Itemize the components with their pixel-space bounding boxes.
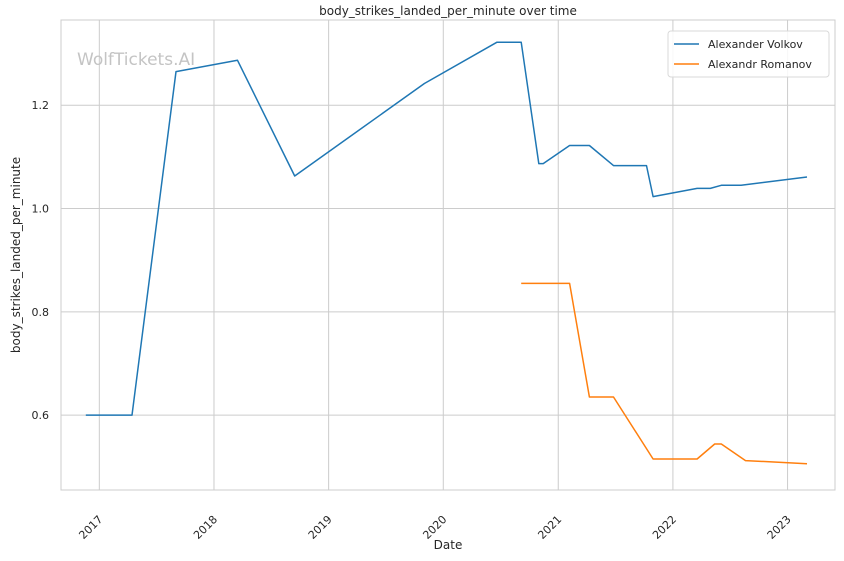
series-line-1 — [521, 282, 808, 465]
y-tick-label: 1.2 — [32, 99, 50, 112]
plot-frame — [60, 19, 836, 491]
y-axis-label: body_strikes_landed_per_minute — [9, 157, 23, 353]
x-tick-label: 2018 — [191, 513, 220, 542]
x-tick-label: 2022 — [650, 513, 679, 542]
x-tick-label: 2017 — [76, 513, 105, 542]
chart-title: body_strikes_landed_per_minute over time — [319, 4, 577, 18]
series-line-0 — [85, 41, 808, 416]
legend-entry: Alexandr Romanov — [708, 58, 812, 71]
y-axis-ticks: 0.6 0.8 1.0 1.2 — [32, 99, 50, 422]
grid-lines — [61, 20, 835, 490]
legend-entry: Alexander Volkov — [708, 38, 803, 51]
y-tick-label: 0.8 — [32, 306, 50, 319]
series-layer — [85, 41, 808, 465]
watermark: WolfTickets.AI — [77, 50, 195, 70]
y-tick-label: 1.0 — [32, 203, 50, 216]
legend: Alexander Volkov Alexandr Romanov — [667, 30, 830, 78]
x-tick-label: 2023 — [765, 513, 794, 542]
x-tick-label: 2021 — [535, 513, 564, 542]
x-tick-label: 2019 — [306, 513, 335, 542]
x-axis-label: Date — [434, 538, 463, 552]
y-tick-label: 0.6 — [32, 409, 50, 422]
legend-box — [667, 30, 830, 78]
